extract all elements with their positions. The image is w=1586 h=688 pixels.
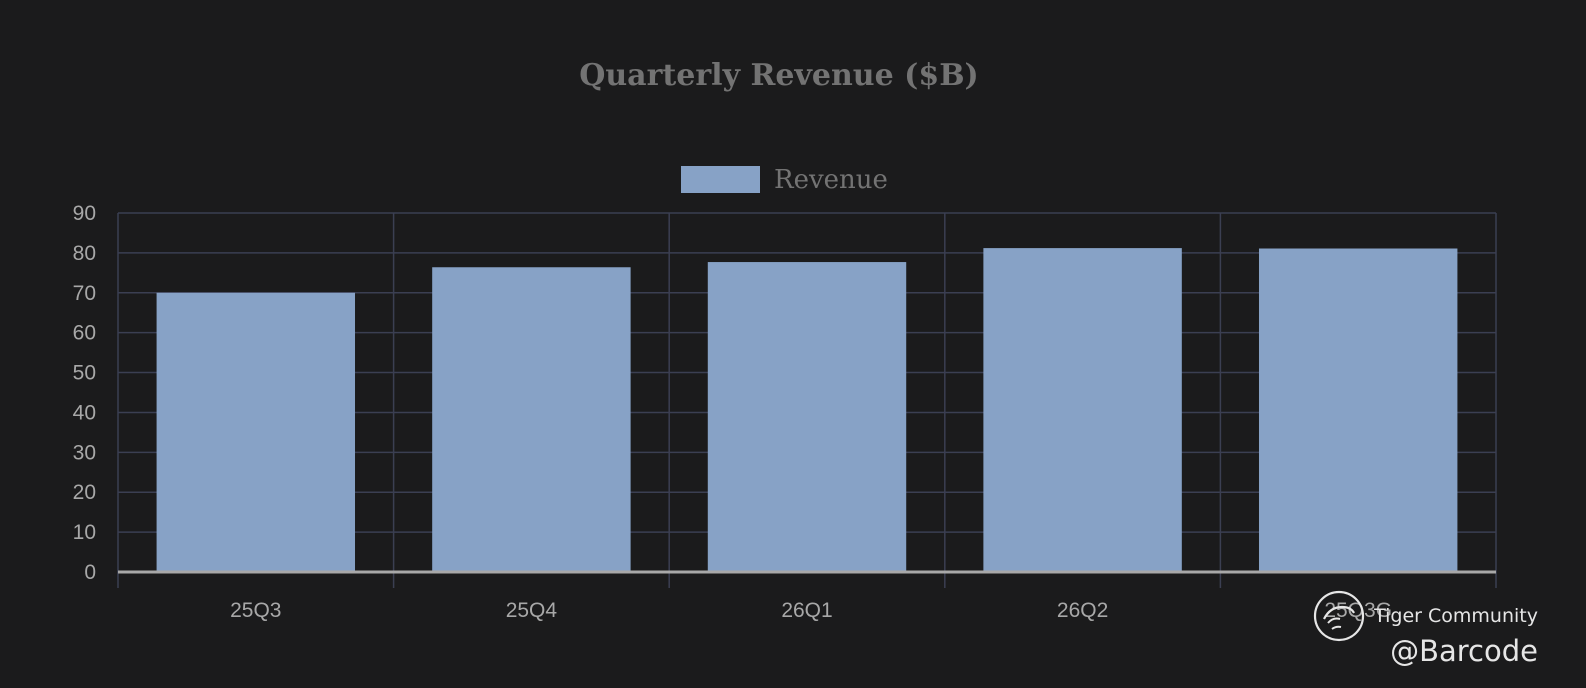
watermark-handle: @Barcode: [1390, 634, 1538, 668]
y-tick-label: 90: [73, 202, 96, 225]
bar-26q2[interactable]: [983, 248, 1182, 572]
y-tick-label: 80: [73, 242, 96, 265]
y-tick-label: 0: [84, 561, 96, 584]
y-tick-label: 40: [73, 401, 96, 424]
legend-label-revenue: Revenue: [774, 165, 888, 195]
chart-title: Quarterly Revenue ($B): [579, 58, 979, 93]
axes: [117, 570, 1497, 588]
y-tick-label: 20: [73, 481, 96, 504]
bar-25q3g[interactable]: [1258, 248, 1458, 573]
legend[interactable]: Revenue: [681, 165, 888, 195]
x-tick-label: 26Q2: [1057, 599, 1108, 622]
y-tick-label: 60: [73, 322, 96, 345]
legend-swatch-revenue: [681, 166, 760, 193]
x-tick-label: 26Q1: [781, 599, 832, 622]
x-tick-labels: 25Q3 25Q4 26Q1 26Q2 25Q3G: [230, 599, 1392, 622]
x-tick-label: 25Q3: [230, 599, 281, 622]
bar-25q3[interactable]: [156, 292, 356, 572]
y-tick-label: 50: [73, 362, 96, 385]
watermark-brand-text: Tiger Community: [1374, 605, 1538, 627]
bar-26q1[interactable]: [707, 262, 907, 572]
bar-25q4[interactable]: [432, 267, 631, 572]
y-tick-label: 10: [73, 521, 96, 544]
x-tick-label: 25Q3G: [1324, 599, 1392, 622]
y-tick-label: 70: [73, 282, 96, 305]
y-tick-labels: 0 10 20 30 40 50 60 70 80 90: [73, 202, 96, 584]
x-tick-label: 25Q4: [506, 599, 558, 622]
tiger-logo-icon: [1314, 590, 1365, 642]
bars: [156, 248, 1458, 573]
y-tick-label: 30: [73, 441, 96, 464]
watermark-brand: Tiger Community: [1312, 589, 1538, 643]
